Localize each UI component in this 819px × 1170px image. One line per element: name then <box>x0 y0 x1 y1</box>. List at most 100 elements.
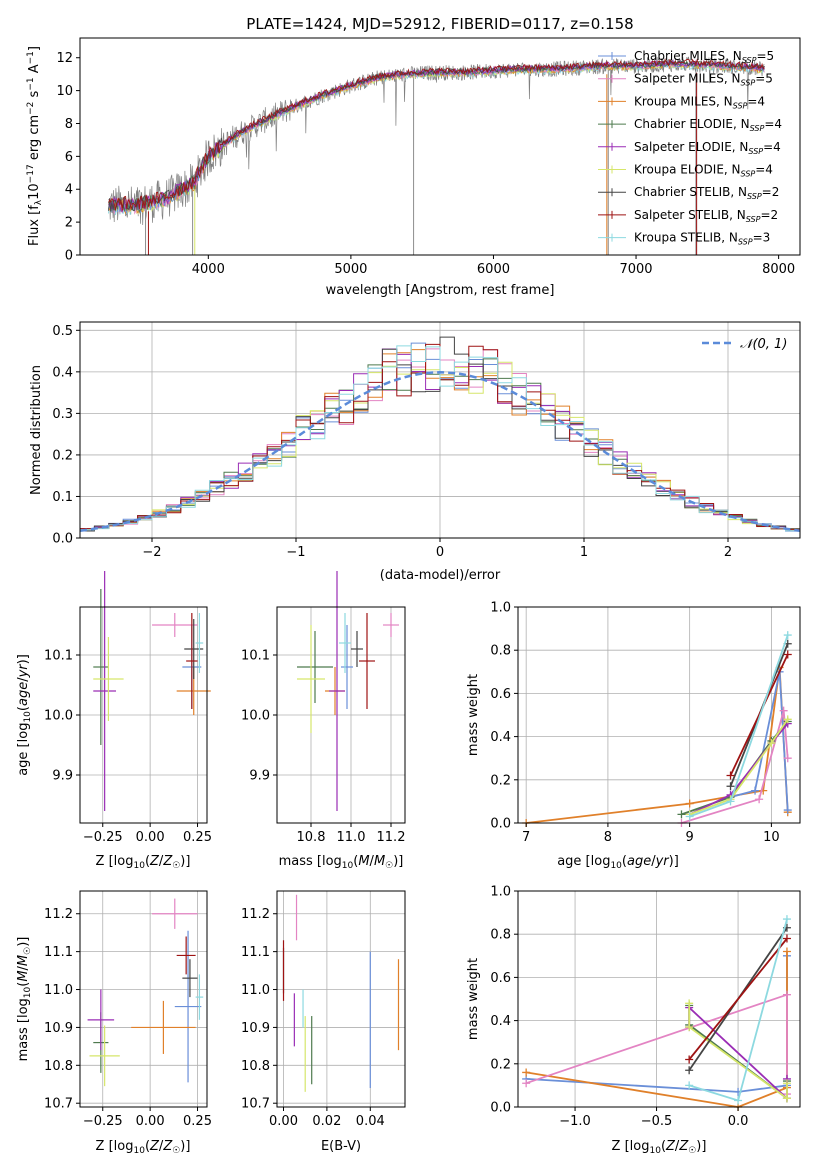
weight-vs-metallicity-ylabel: mass weight <box>466 958 481 1040</box>
x-tick-label: 0.00 <box>269 1114 298 1129</box>
y-tick-label: 10.8 <box>241 1059 270 1074</box>
age-vs-metallicity-xlabel: Z [log10(Z/Z☉)] <box>96 854 191 871</box>
y-tick-label: 10.8 <box>44 1059 73 1074</box>
y-tick-label: 0.1 <box>52 490 73 505</box>
weight-marker <box>782 990 791 999</box>
weight-marker <box>782 947 791 956</box>
y-tick-label: 8 <box>65 117 73 132</box>
residual-histograms <box>79 336 801 532</box>
mass-vs-metallicity-xlabel: Z [log10(Z/Z☉)] <box>96 1139 191 1156</box>
spectrum-frame <box>79 37 801 256</box>
weight-series-kroupa-elodie <box>685 999 791 1103</box>
weight-marker <box>783 754 792 763</box>
mass-vs-metallicity-ylabel: mass [log10(M/M☉)] <box>16 937 33 1062</box>
weight-marker <box>685 812 694 821</box>
legend-label: Salpeter ELODIE, NSSP=4 <box>634 140 781 156</box>
y-tick-label: 0.2 <box>52 448 73 463</box>
legend-label: Kroupa MILES, NSSP=4 <box>634 94 765 110</box>
weight-marker <box>685 1066 694 1075</box>
y-tick-label: 0.6 <box>490 687 511 702</box>
x-tick-label: 0.25 <box>183 1114 212 1129</box>
y-tick-label: 10.9 <box>241 1021 270 1036</box>
legend-label: Salpeter STELIB, NSSP=2 <box>634 208 778 224</box>
x-tick-label: 10.8 <box>297 830 326 845</box>
y-tick-label: 0.4 <box>490 730 511 745</box>
x-tick-label: −0.5 <box>641 1114 673 1129</box>
errorbar-point-kroupa-miles <box>131 1000 196 1054</box>
weight-vs-age-ticks: 7 8 9 10 0.0 0.2 0.4 0.6 0.8 1.0 <box>490 601 779 846</box>
errorbar-point-kroupa-elodie <box>89 1025 120 1087</box>
y-tick-label: 11.0 <box>44 983 73 998</box>
residual-panel: −2 −1 0 1 2 0.0 0.1 0.2 0.3 0.4 0.5 (data-model)/e… <box>29 321 801 583</box>
x-tick-label: 2 <box>724 545 732 560</box>
errorbar-point-salpeter-stelib <box>176 936 196 975</box>
y-tick-label: 10.0 <box>241 709 270 724</box>
errorbar-point-salpeter-miles <box>152 613 198 637</box>
weight-marker <box>685 1081 694 1090</box>
weight-series-kroupa-stelib <box>685 631 792 821</box>
x-tick-label: 0.00 <box>136 1114 165 1129</box>
weight-marker <box>783 650 792 659</box>
weight-line <box>730 671 789 811</box>
weight-line <box>688 937 788 1061</box>
errorbar-point-kroupa-elodie <box>297 625 325 733</box>
weight-marker <box>726 797 735 806</box>
weight-vs-age-frame <box>517 606 801 824</box>
weight-marker <box>783 715 792 724</box>
weight-marker <box>685 999 694 1008</box>
age-vs-metallicity-panel: −0.25 0.00 0.25 9.9 10.0 10.1 Z [log10(Z/Z☉)]… <box>16 571 212 871</box>
y-tick-label: 10.7 <box>241 1097 270 1112</box>
weight-vs-age-lines <box>522 631 792 827</box>
weight-vs-metallicity-frame <box>517 890 801 1108</box>
y-tick-label: 4 <box>65 183 73 198</box>
errorbar-point-chabrier-stelib <box>184 619 204 679</box>
x-tick-label: 11.2 <box>377 830 406 845</box>
weight-marker <box>726 771 735 780</box>
weight-marker <box>782 915 791 924</box>
x-tick-label: −1 <box>286 545 305 560</box>
mass-vs-reddening-points <box>282 894 400 1092</box>
y-tick-label: 10.7 <box>44 1097 73 1112</box>
x-tick-label: 0.00 <box>136 830 165 845</box>
errorbar-point-salpeter-miles <box>152 898 198 929</box>
x-tick-label: 0.25 <box>183 830 212 845</box>
y-tick-label: 0.8 <box>490 644 511 659</box>
errorbar-point-salpeter-elodie <box>329 571 345 811</box>
y-tick-label: 0.8 <box>490 928 511 943</box>
errorbar-point-chabrier-stelib <box>182 959 198 998</box>
mass-vs-metallicity-frame <box>79 890 208 1108</box>
errorbar-point-salpeter-stelib <box>186 613 198 709</box>
weight-line <box>689 723 789 816</box>
weight-marker <box>782 1094 791 1103</box>
x-tick-label: 10 <box>763 830 780 845</box>
model-spectrum-salpeter-stelib <box>108 58 765 211</box>
weight-vs-metallicity-ticks: −1.0 −0.5 0.0 0.0 0.2 0.4 0.6 0.8 1.0 <box>490 885 748 1130</box>
y-tick-label: 1.0 <box>490 885 511 900</box>
y-tick-label: 11.1 <box>44 945 73 960</box>
x-tick-label: 8000 <box>762 262 795 277</box>
weight-vs-metallicity-panel: −1.0 −0.5 0.0 0.0 0.2 0.4 0.6 0.8 1.0 Z [log10(Z… <box>466 885 801 1156</box>
x-tick-label: 4000 <box>192 262 225 277</box>
y-tick-label: 0 <box>65 249 73 264</box>
weight-marker <box>522 1068 531 1077</box>
age-vs-mass-points <box>297 571 399 811</box>
x-tick-label: 0.02 <box>312 1114 341 1129</box>
weight-marker <box>783 631 792 640</box>
y-tick-label: 6 <box>65 150 73 165</box>
legend-label: Chabrier MILES, NSSP=5 <box>634 49 774 65</box>
weight-vs-metallicity-xlabel: Z [log10(Z/Z☉)] <box>612 1139 707 1156</box>
y-tick-label: 10.1 <box>44 649 73 664</box>
y-tick-label: 0.2 <box>490 1057 511 1072</box>
x-tick-label: −0.25 <box>83 830 123 845</box>
x-tick-label: 7000 <box>619 262 652 277</box>
errorbar-point-chabrier-miles <box>174 930 202 1083</box>
spectrum-xlabel: wavelength [Angstrom, rest frame] <box>326 283 555 298</box>
errorbar-point-salpeter-stelib <box>359 613 375 709</box>
observed-spectrum-line <box>108 56 765 226</box>
residual-ylabel: Normed distribution <box>29 365 44 495</box>
weight-marker <box>685 799 694 808</box>
errorbar-point-kroupa-elodie <box>93 637 124 721</box>
y-tick-label: 11.1 <box>241 945 270 960</box>
x-tick-label: 0.04 <box>356 1114 385 1129</box>
